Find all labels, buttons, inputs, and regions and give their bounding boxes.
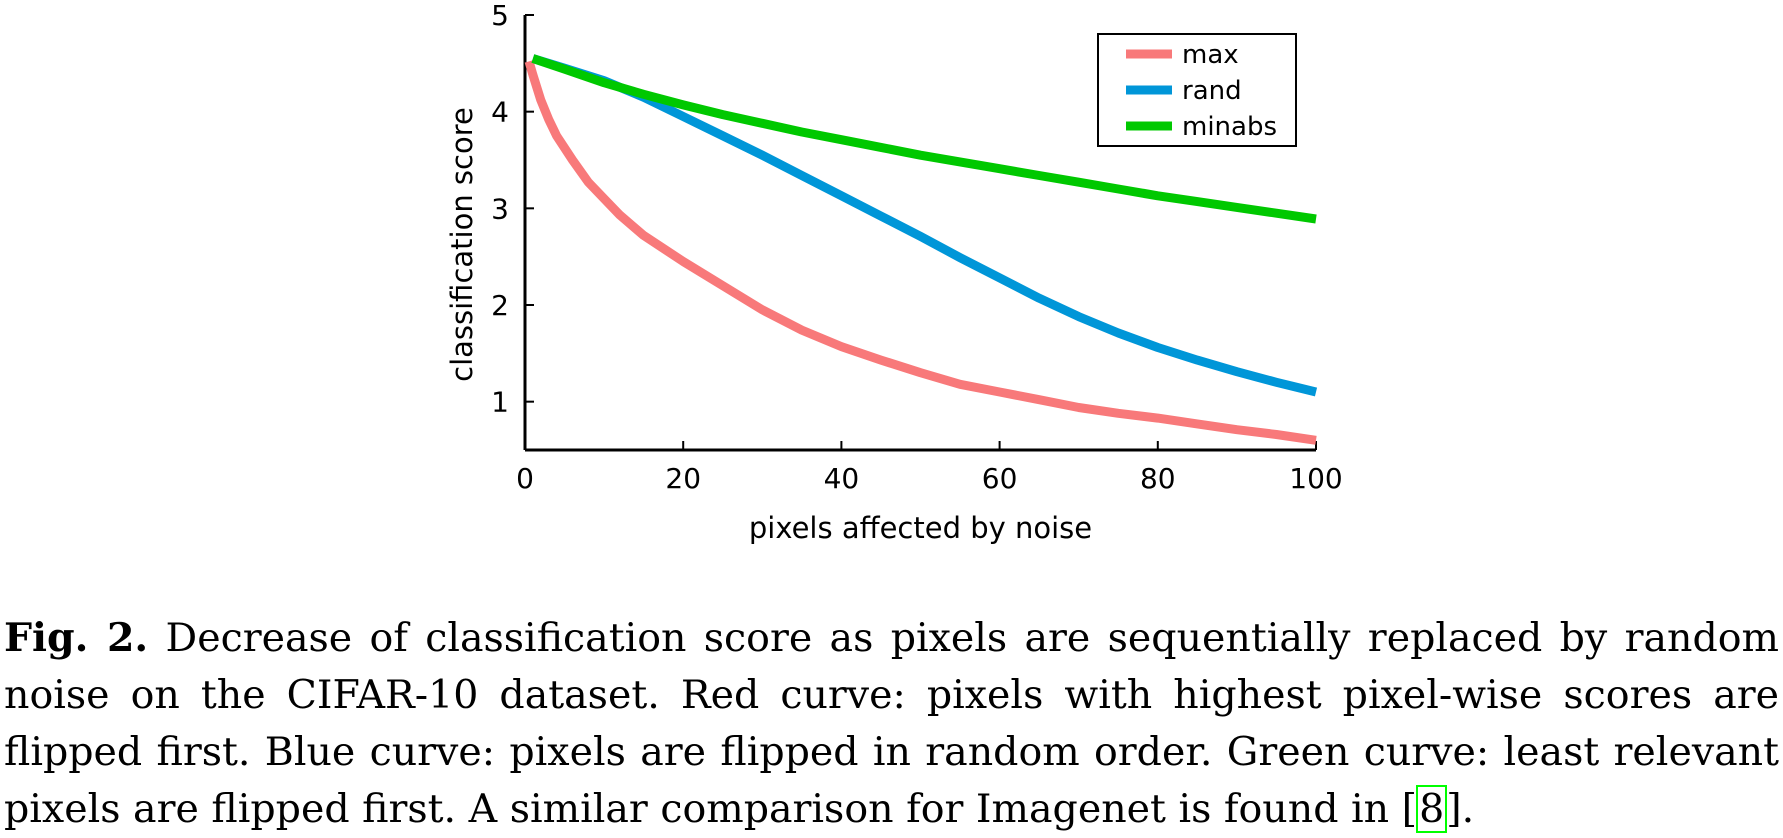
- chart-legend: max rand minabs: [1097, 33, 1297, 147]
- x-tick-label: 0: [516, 462, 534, 495]
- x-tick-label: 100: [1289, 462, 1342, 495]
- y-tick-label: 1: [491, 386, 509, 419]
- figure-caption: Fig. 2. Decrease of classification score…: [4, 610, 1779, 838]
- series-line-rand: [531, 54, 1318, 397]
- legend-label-rand: rand: [1182, 76, 1242, 106]
- chart-series: [524, 54, 1318, 445]
- y-tick-label: 3: [491, 192, 509, 225]
- chart-ticks: 0 20 40 60 80 100 1 2 3 4 5: [491, 0, 1343, 495]
- x-axis-label: pixels affected by noise: [749, 511, 1092, 545]
- x-tick-label: 20: [665, 462, 701, 495]
- y-tick-label: 5: [491, 0, 509, 32]
- caption-text: Decrease of classification score as pixe…: [4, 615, 1779, 832]
- legend-label-max: max: [1182, 40, 1239, 70]
- line-chart: 0 20 40 60 80 100 1 2 3 4 5 pixels affected by noi…: [445, 0, 1343, 545]
- caption-text-end: ].: [1446, 786, 1475, 832]
- figure-label: Fig. 2.: [4, 615, 149, 661]
- y-axis-label: classification score: [445, 107, 479, 382]
- series-line-minabs: [531, 54, 1317, 224]
- chart-axes: [523, 15, 1316, 452]
- citation-link[interactable]: 8: [1416, 785, 1448, 833]
- y-tick-label: 4: [491, 96, 509, 129]
- x-tick-label: 40: [824, 462, 860, 495]
- x-tick-label: 60: [982, 462, 1018, 495]
- series-line-max: [524, 60, 1317, 445]
- legend-label-minabs: minabs: [1182, 112, 1277, 142]
- x-tick-label: 80: [1140, 462, 1176, 495]
- y-tick-label: 2: [491, 289, 509, 322]
